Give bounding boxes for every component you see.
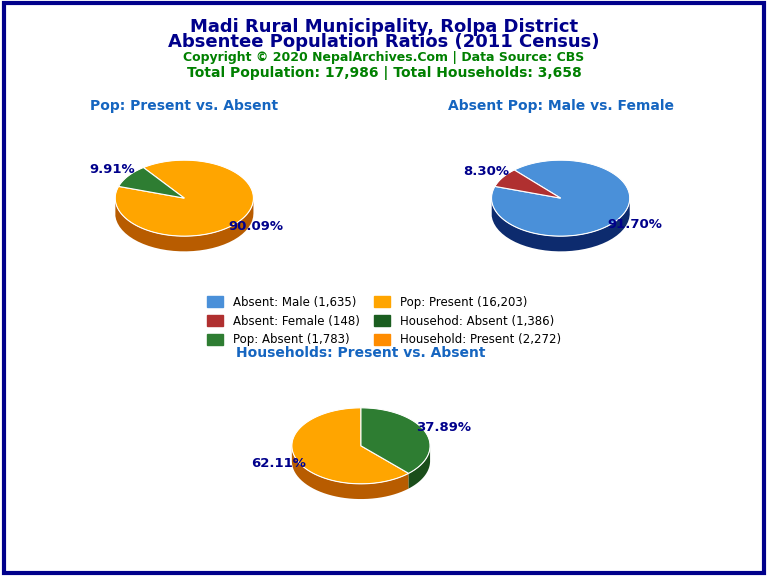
Polygon shape <box>118 168 184 198</box>
Polygon shape <box>292 408 409 484</box>
Text: 90.09%: 90.09% <box>229 220 283 233</box>
Text: 37.89%: 37.89% <box>415 421 471 434</box>
Polygon shape <box>115 160 253 236</box>
Polygon shape <box>492 199 630 251</box>
Text: 9.91%: 9.91% <box>90 163 135 176</box>
Polygon shape <box>495 170 561 198</box>
Text: 91.70%: 91.70% <box>607 218 662 231</box>
Title: Households: Present vs. Absent: Households: Present vs. Absent <box>237 346 485 361</box>
Text: Copyright © 2020 NepalArchives.Com | Data Source: CBS: Copyright © 2020 NepalArchives.Com | Dat… <box>184 51 584 64</box>
Polygon shape <box>292 446 409 499</box>
Title: Absent Pop: Male vs. Female: Absent Pop: Male vs. Female <box>448 98 674 113</box>
Text: Absentee Population Ratios (2011 Census): Absentee Population Ratios (2011 Census) <box>168 33 600 51</box>
Text: 8.30%: 8.30% <box>463 165 509 178</box>
Polygon shape <box>409 446 430 488</box>
Legend: Absent: Male (1,635), Absent: Female (148), Pop: Absent (1,783), Pop: Present (1: Absent: Male (1,635), Absent: Female (14… <box>202 291 566 351</box>
Polygon shape <box>361 408 430 473</box>
Polygon shape <box>492 160 630 236</box>
Title: Pop: Present vs. Absent: Pop: Present vs. Absent <box>91 98 278 113</box>
Text: Total Population: 17,986 | Total Households: 3,658: Total Population: 17,986 | Total Househo… <box>187 66 581 79</box>
Text: 62.11%: 62.11% <box>251 457 306 471</box>
Polygon shape <box>115 198 253 251</box>
Text: Madi Rural Municipality, Rolpa District: Madi Rural Municipality, Rolpa District <box>190 18 578 36</box>
